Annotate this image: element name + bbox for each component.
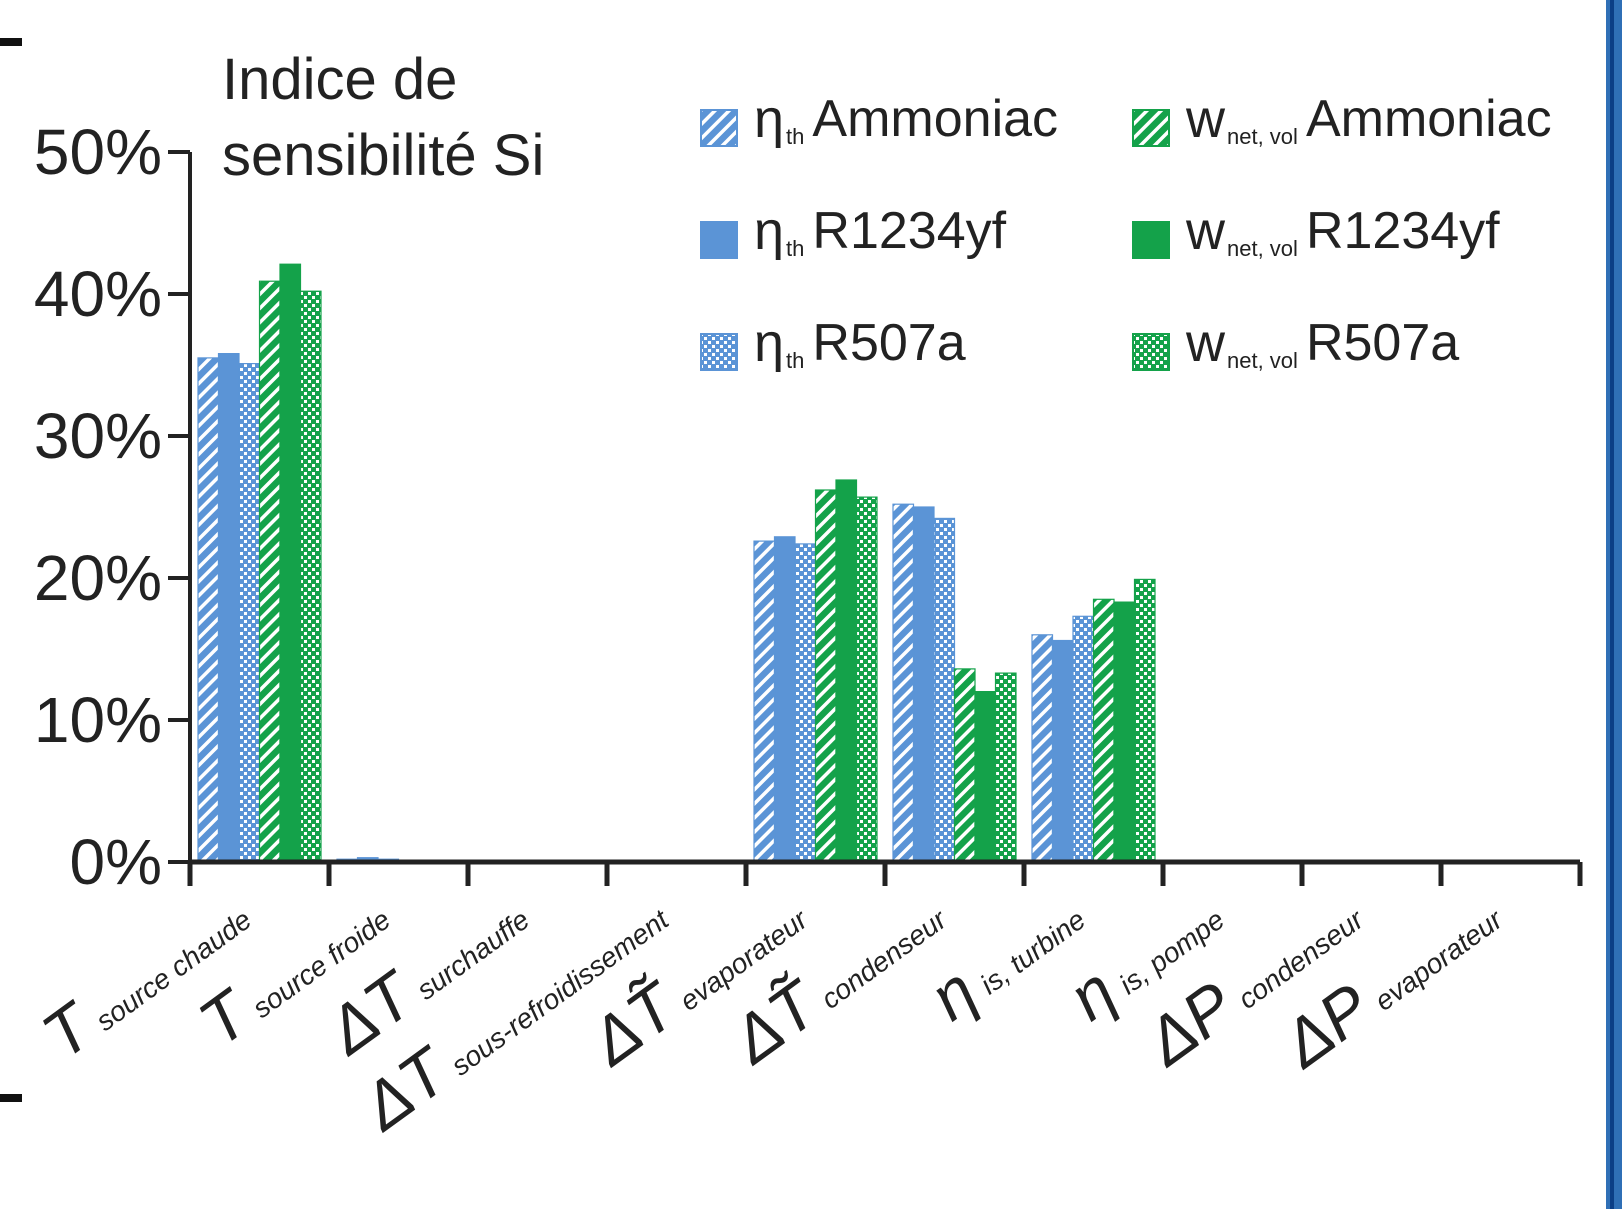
legend-subscript-1: net, vol [1227,124,1298,149]
bar-s5-c5 [994,672,1017,863]
x-category-label-9: ΔPevaporateur [1267,874,1514,1082]
bar-s5-c6 [1133,578,1156,863]
bar-s3-c4 [814,489,837,863]
bar-s0-c5 [892,503,915,863]
bar-s5-c0 [299,290,322,863]
legend-label-0: Ammoniac [812,90,1059,148]
bar-s4-c4 [835,479,858,863]
left-edge-mark-bottom [0,1094,22,1102]
bar-s2-c0 [238,363,261,863]
left-edge-mark-top [0,38,22,46]
y-ticks-group: 0% 10% 20% 30% 40% 50% [34,116,190,898]
legend-swatch-1 [1132,100,1170,147]
legend-subscript-4: th [786,348,805,373]
legend-label-3: R1234yf [1305,202,1500,260]
bar-s3-c6 [1092,598,1115,863]
bar-s4-c6 [1113,601,1136,863]
legend-item-4: η th R507a [700,312,966,374]
y-tick-label-5: 50% [34,116,162,188]
legend-item-0: η th Ammoniac [700,88,1058,150]
bar-s5-c4 [855,496,878,863]
bar-s4-c5 [974,690,997,863]
right-edge-border-inner [1610,0,1614,1209]
svg-text:ΔPevaporateur: ΔPevaporateur [1267,874,1514,1082]
bar-s2-c5 [933,517,956,863]
bar-s1-c6 [1051,639,1074,863]
bar-s1-c5 [912,506,935,863]
y-tick-label-4: 40% [34,258,162,330]
bar-s4-c0 [279,263,302,863]
legend-swatch-2 [700,212,738,259]
legend-subscript-2: th [786,236,805,261]
y-tick-label-2: 20% [34,542,162,614]
x-category-label-6: ηis, turbine [916,875,1095,1034]
legend-subscript-5: net, vol [1227,348,1298,373]
legend-swatch-3 [1132,212,1170,259]
legend-swatch-5 [1132,324,1170,371]
legend-item-3: w net, vol R1234yf [1132,200,1500,262]
legend-label-4: R507a [812,314,966,372]
chart-title: Indice de sensibilité Si [222,42,544,194]
chart-title-line2: sensibilité Si [222,123,545,188]
y-tick-label-3: 30% [34,400,162,472]
legend-swatch-4 [700,324,738,371]
legend-item-5: w net, vol R507a [1132,312,1459,374]
legend-label-1: Ammoniac [1305,90,1552,148]
bar-s3-c0 [258,280,281,863]
legend-subscript-0: th [786,124,805,149]
chart-title-line1: Indice de [222,47,458,112]
axes-group [187,152,1583,886]
bar-s1-c4 [773,536,796,863]
svg-text:ηis, turbine: ηis, turbine [916,875,1095,1034]
legend-symbol-3: w [1186,201,1225,261]
y-tick-label-0: 0% [70,826,163,898]
legend-label-2: R1234yf [812,202,1007,260]
bar-s0-c0 [197,357,220,863]
legend-swatch-0 [700,100,738,147]
bar-s3-c5 [953,668,976,863]
bar-s2-c6 [1072,615,1095,863]
bar-s2-c4 [794,543,817,863]
bar-s0-c6 [1031,634,1054,863]
y-tick-label-1: 10% [34,684,162,756]
bar-s1-c0 [217,353,240,863]
legend-label-5: R507a [1305,314,1460,372]
bar-s0-c4 [753,540,776,863]
legend-item-1: w net, vol Ammoniac [1132,88,1552,150]
legend-symbol-4: η [754,313,785,373]
legend-symbol-2: η [754,201,785,261]
legend-item-2: η th R1234yf [700,200,1006,262]
bars-group [197,263,1156,863]
legend-subscript-3: net, vol [1227,236,1298,261]
legend-symbol-1: w [1186,89,1225,149]
legend-symbol-0: η [754,89,785,149]
legend-symbol-5: w [1186,313,1225,373]
